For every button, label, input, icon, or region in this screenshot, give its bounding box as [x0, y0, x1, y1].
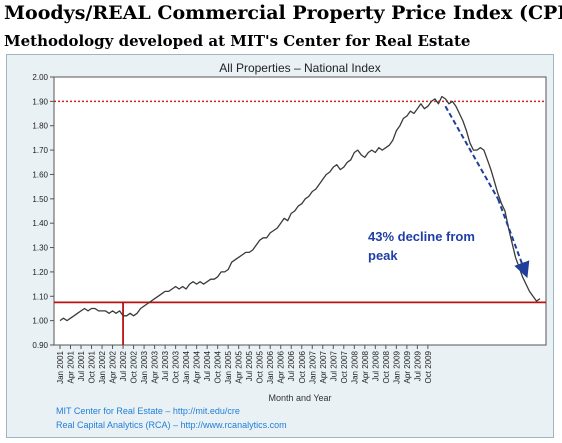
- y-tick-label: 1.20: [32, 268, 48, 277]
- x-tick-label: Jan 2002: [98, 350, 107, 383]
- reference-lines: [54, 100, 546, 345]
- y-axis: 0.90 1.00 1.10 1.20 1.30 1.40 1.50 1.60 1.70 1.80…: [32, 73, 54, 350]
- x-tick-label: Oct 2003: [172, 350, 181, 383]
- y-tick-label: 1.40: [32, 219, 48, 228]
- y-tick-label: 1.30: [32, 244, 48, 253]
- series-line-all-properties: [59, 95, 541, 322]
- x-tick-label: Jan 2004: [182, 350, 191, 383]
- x-tick-label: Jan 2001: [56, 350, 65, 383]
- x-tick-label: Oct 2002: [130, 350, 139, 383]
- chart-title: All Properties – National Index: [219, 61, 380, 75]
- x-tick-label: Apr 2001: [67, 350, 76, 383]
- x-tick-label: Oct 2005: [256, 350, 265, 383]
- y-tick-label: 1.00: [32, 317, 48, 326]
- source-mit-text: MIT Center for Real Estate – http://mit.…: [56, 406, 240, 416]
- series-group: [59, 95, 541, 322]
- y-tick-label: 1.10: [32, 292, 48, 301]
- x-tick-label: Apr 2006: [277, 350, 286, 383]
- y-tick-label: 1.70: [32, 146, 48, 155]
- x-tick-label: Oct 2009: [424, 350, 433, 383]
- y-tick-label: 1.80: [32, 122, 48, 131]
- x-tick-label: Apr 2009: [403, 350, 412, 383]
- x-tick-label: Jul 2006: [287, 350, 296, 381]
- y-tick-label: 1.60: [32, 170, 48, 179]
- x-tick-label: Apr 2008: [361, 350, 370, 383]
- plot-area: [53, 76, 547, 346]
- x-tick-label: Apr 2002: [109, 350, 118, 383]
- x-tick-label: Jul 2004: [203, 350, 212, 381]
- trend-arrows: [444, 105, 530, 279]
- x-tick-label: Jul 2002: [119, 350, 128, 381]
- x-tick-label: Jul 2008: [371, 350, 380, 381]
- y-tick-label: 1.50: [32, 195, 48, 204]
- trend-arrow-segment-1: [444, 105, 499, 200]
- x-tick-label: Oct 2004: [214, 350, 223, 383]
- x-tick-label: Oct 2008: [382, 350, 391, 383]
- x-tick-label: Oct 2006: [298, 350, 307, 383]
- x-tick-label: Jan 2007: [308, 350, 317, 383]
- x-tick-label: Jul 2009: [413, 350, 422, 381]
- x-tick-label: Jul 2001: [77, 350, 86, 381]
- decline-annotation-line2: peak: [368, 248, 398, 263]
- x-tick-label: Apr 2007: [319, 350, 328, 383]
- x-tick-label: Jul 2007: [329, 350, 338, 381]
- x-tick-label: Apr 2005: [235, 350, 244, 383]
- x-tick-label: Jan 2006: [266, 350, 275, 383]
- x-tick-label: Jan 2003: [140, 350, 149, 383]
- x-tick-label: Jul 2005: [245, 350, 254, 381]
- x-axis-label: Month and Year: [268, 393, 331, 403]
- x-tick-label: Oct 2001: [88, 350, 97, 383]
- trend-arrow-segment-2: [497, 198, 530, 279]
- source-rca-text: Real Capital Analytics (RCA) – http://ww…: [56, 420, 287, 430]
- y-tick-label: 2.00: [32, 73, 48, 82]
- x-tick-label: Jul 2003: [161, 350, 170, 381]
- page-title: Moodys/REAL Commercial Property Price In…: [4, 2, 562, 24]
- page-subtitle: Methodology developed at MIT's Center fo…: [4, 32, 471, 50]
- x-tick-label: Oct 2007: [340, 350, 349, 383]
- decline-annotation-line1: 43% decline from: [368, 229, 475, 244]
- x-tick-label: Apr 2004: [193, 350, 202, 383]
- x-axis: Jan 2001 Apr 2001 Jul 2001 Oct 2001 Jan 2002…: [56, 345, 433, 384]
- x-tick-label: Jan 2005: [224, 350, 233, 383]
- x-tick-label: Jan 2008: [350, 350, 359, 383]
- y-tick-label: 0.90: [32, 341, 48, 350]
- x-tick-label: Apr 2003: [151, 350, 160, 383]
- x-tick-label: Jan 2009: [392, 350, 401, 383]
- y-tick-label: 1.90: [32, 97, 48, 106]
